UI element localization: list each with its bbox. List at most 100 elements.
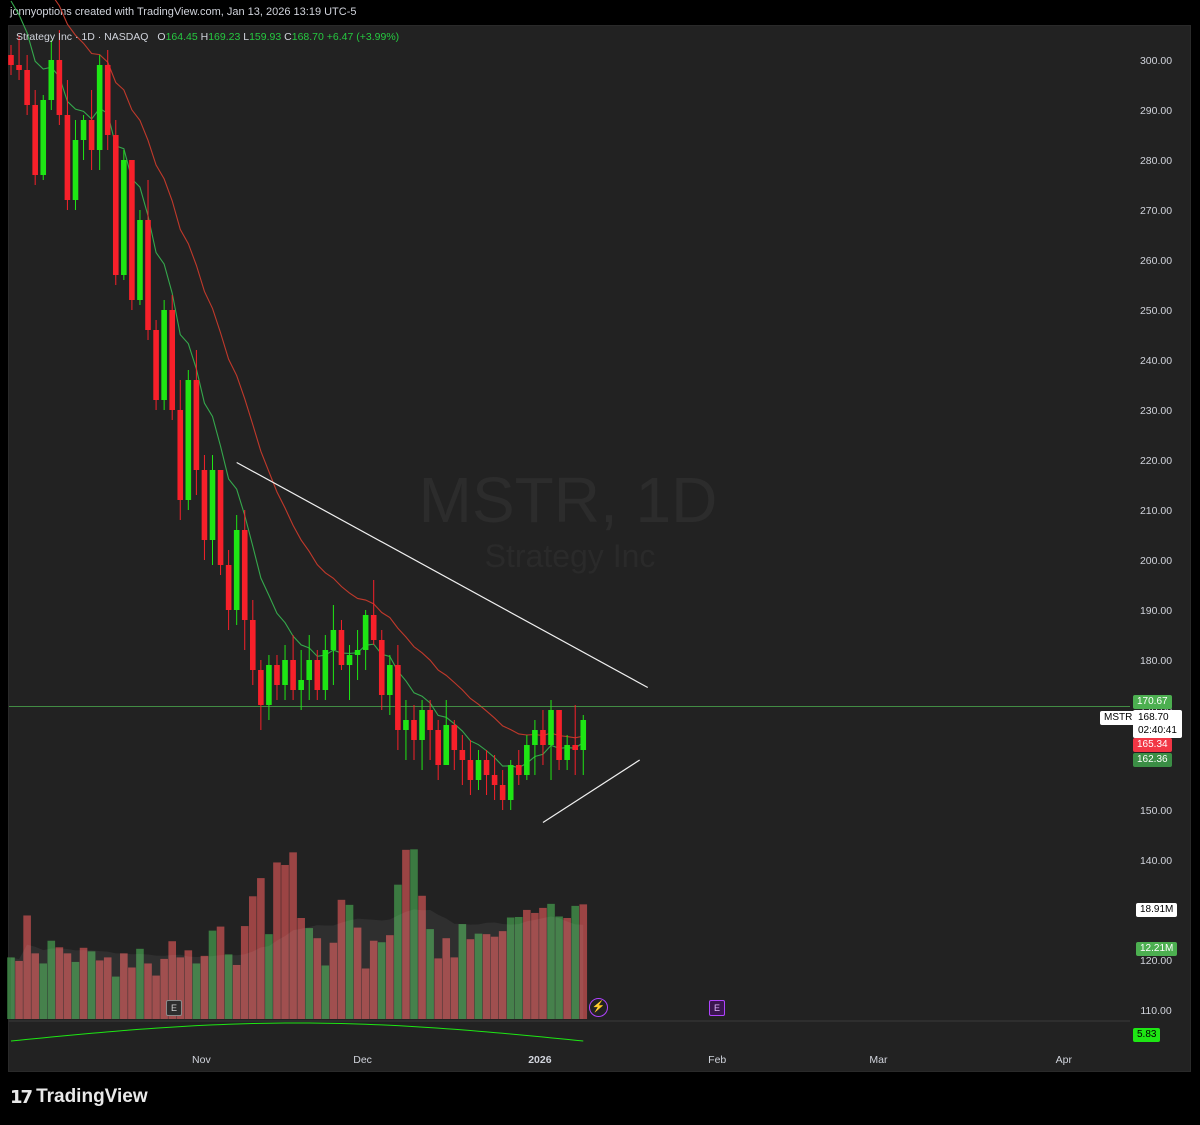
candle-body[interactable]: [177, 410, 184, 500]
candle[interactable]: [338, 620, 345, 670]
candle-body[interactable]: [346, 655, 353, 665]
candle[interactable]: [145, 180, 151, 340]
candle-body[interactable]: [88, 120, 95, 150]
candle-body[interactable]: [419, 710, 425, 740]
candle[interactable]: [475, 750, 482, 790]
candle[interactable]: [112, 120, 119, 285]
candle[interactable]: [209, 455, 216, 565]
candle-body[interactable]: [169, 310, 175, 410]
candle-body[interactable]: [209, 470, 216, 540]
candle-body[interactable]: [112, 135, 119, 275]
candle[interactable]: [201, 455, 208, 560]
candle-body[interactable]: [298, 680, 304, 690]
candle-body[interactable]: [145, 220, 151, 330]
candle-body[interactable]: [483, 760, 490, 775]
candle[interactable]: [403, 700, 409, 760]
candle[interactable]: [56, 30, 63, 125]
candle-body[interactable]: [370, 615, 377, 640]
chart-panel[interactable]: [8, 25, 1191, 1072]
candle[interactable]: [258, 660, 264, 730]
candle[interactable]: [96, 55, 103, 170]
candle[interactable]: [322, 635, 329, 700]
candle[interactable]: [161, 300, 167, 410]
candle-body[interactable]: [395, 665, 401, 730]
candle[interactable]: [250, 600, 256, 685]
candle[interactable]: [241, 510, 248, 650]
candle-body[interactable]: [491, 775, 498, 785]
candle[interactable]: [80, 115, 87, 160]
candle-body[interactable]: [137, 220, 143, 300]
candle-body[interactable]: [266, 665, 272, 705]
candle-body[interactable]: [258, 670, 264, 705]
candle-body[interactable]: [322, 650, 329, 690]
candle-body[interactable]: [8, 55, 14, 65]
candle[interactable]: [129, 160, 135, 310]
candle[interactable]: [548, 700, 554, 780]
candle-body[interactable]: [56, 60, 63, 115]
candle-body[interactable]: [129, 160, 135, 300]
candle-body[interactable]: [338, 630, 345, 665]
candle[interactable]: [499, 770, 506, 810]
candle-body[interactable]: [48, 60, 55, 100]
candle-body[interactable]: [403, 720, 409, 730]
candle[interactable]: [298, 650, 304, 710]
candle[interactable]: [177, 380, 184, 520]
candle-body[interactable]: [330, 630, 337, 650]
candle-body[interactable]: [185, 380, 192, 500]
candle-body[interactable]: [161, 310, 167, 400]
candle[interactable]: [564, 735, 570, 770]
candle[interactable]: [266, 655, 272, 720]
candle-body[interactable]: [411, 720, 417, 740]
candle[interactable]: [64, 80, 71, 210]
candle-body[interactable]: [274, 665, 280, 685]
candle-body[interactable]: [217, 470, 224, 565]
candles[interactable]: [8, 30, 587, 810]
candle-body[interactable]: [524, 745, 530, 775]
candle[interactable]: [24, 55, 30, 115]
candle-body[interactable]: [435, 730, 441, 765]
candle-body[interactable]: [290, 660, 296, 690]
candle[interactable]: [556, 710, 562, 770]
candle-body[interactable]: [121, 160, 127, 275]
candle-body[interactable]: [24, 70, 30, 105]
candle-body[interactable]: [556, 710, 562, 760]
candle[interactable]: [411, 705, 417, 760]
candle[interactable]: [370, 580, 377, 645]
candle[interactable]: [354, 630, 361, 680]
candle[interactable]: [515, 750, 522, 785]
trendlines[interactable]: [236, 461, 649, 824]
candle-body[interactable]: [548, 710, 554, 745]
candle[interactable]: [169, 295, 175, 420]
candle[interactable]: [540, 710, 546, 765]
candle-body[interactable]: [80, 120, 87, 140]
candle[interactable]: [524, 735, 530, 780]
candle-body[interactable]: [515, 765, 522, 775]
candle-body[interactable]: [362, 615, 369, 650]
candle-body[interactable]: [16, 65, 22, 70]
candle[interactable]: [104, 50, 111, 150]
candle-body[interactable]: [540, 730, 546, 745]
candle-body[interactable]: [467, 760, 474, 780]
candle-body[interactable]: [306, 660, 313, 680]
earnings-marker-icon[interactable]: E: [166, 1000, 183, 1016]
candle-body[interactable]: [233, 530, 240, 610]
candle-body[interactable]: [193, 380, 200, 470]
trendline[interactable]: [542, 759, 641, 824]
price-axis[interactable]: 110.00120.00140.00150.00160.00170.00180.…: [1140, 55, 1172, 1017]
candle[interactable]: [40, 95, 47, 180]
candle[interactable]: [282, 645, 288, 700]
candle[interactable]: [330, 605, 337, 685]
candle[interactable]: [483, 750, 490, 795]
candle[interactable]: [217, 470, 224, 575]
candle[interactable]: [185, 370, 192, 510]
candle[interactable]: [137, 210, 143, 305]
candle-body[interactable]: [475, 760, 482, 780]
candle[interactable]: [72, 120, 79, 210]
candle-body[interactable]: [443, 725, 450, 765]
candle-body[interactable]: [459, 750, 466, 760]
candle-body[interactable]: [572, 745, 578, 750]
trendline[interactable]: [236, 461, 649, 689]
candle-body[interactable]: [580, 720, 587, 750]
candle[interactable]: [580, 715, 587, 775]
